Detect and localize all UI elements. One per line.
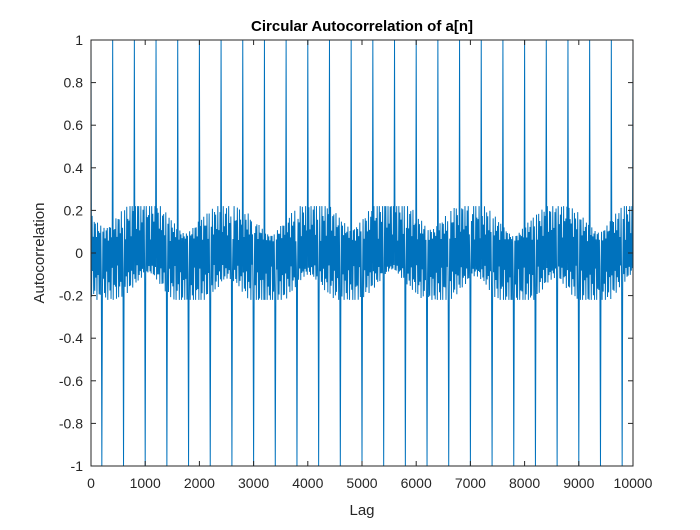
chart-title: Circular Autocorrelation of a[n] <box>251 18 473 35</box>
x-tick-label: 3000 <box>238 475 269 491</box>
y-tick-label: -0.4 <box>59 330 83 346</box>
y-tick-label: 0.8 <box>64 75 84 91</box>
x-tick-label: 0 <box>87 475 95 491</box>
y-tick-label: -0.6 <box>59 373 83 389</box>
x-tick-label: 5000 <box>346 475 377 491</box>
y-tick-label: 0 <box>75 245 83 261</box>
y-tick-label: -0.2 <box>59 288 83 304</box>
x-tick-label: 7000 <box>455 475 486 491</box>
y-tick-label: -1 <box>71 458 84 474</box>
x-tick-label: 4000 <box>292 475 323 491</box>
y-tick-label: 1 <box>75 32 83 48</box>
x-tick-label: 6000 <box>401 475 432 491</box>
y-tick-label: 0.4 <box>64 160 84 176</box>
y-tick-label: -0.8 <box>59 415 83 431</box>
x-tick-label: 8000 <box>509 475 540 491</box>
y-axis-label: Autocorrelation <box>31 203 48 304</box>
x-tick-label: 1000 <box>130 475 161 491</box>
x-tick-label: 10000 <box>614 475 653 491</box>
x-tick-label: 9000 <box>563 475 594 491</box>
x-tick-label: 2000 <box>184 475 215 491</box>
x-axis-label: Lag <box>349 502 374 519</box>
y-tick-label: 0.6 <box>64 117 84 133</box>
y-tick-label: 0.2 <box>64 202 84 218</box>
